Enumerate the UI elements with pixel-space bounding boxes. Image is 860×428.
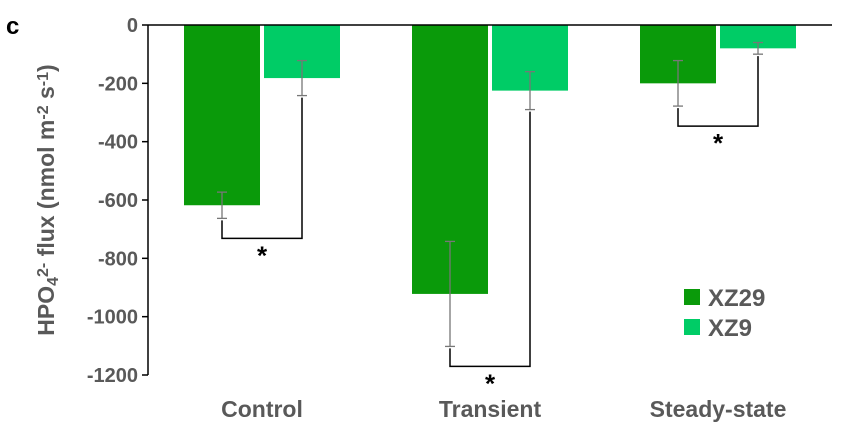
significance-bracket: [449, 111, 531, 368]
bar-xz29-control: [184, 25, 260, 206]
significance-bracket: [677, 56, 759, 127]
bars: [184, 25, 796, 294]
y-tick-label: -600: [98, 190, 138, 212]
y-tick-label: -800: [98, 248, 138, 270]
legend: XZ29 XZ9: [684, 285, 765, 342]
y-axis-title: HPO42- flux (nmol m-2 s-1): [33, 64, 62, 335]
y-axis-title-part: -2: [35, 105, 52, 119]
legend-label: XZ29: [708, 285, 765, 312]
x-category-label: Control: [221, 396, 303, 422]
legend-label: XZ9: [708, 315, 752, 342]
x-category-label: Steady-state: [650, 396, 787, 422]
y-tick-label: -1200: [87, 365, 138, 387]
y-axis-ticks: 0 -200 -400 -600 -800 -1000 -1200: [87, 15, 148, 387]
y-axis-title-part: 2-: [35, 263, 52, 277]
significance-bracket: [221, 97, 303, 240]
y-axis-label: HPO42- flux (nmol m-2 s-1): [33, 64, 62, 335]
legend-swatch-xz29: [684, 289, 700, 305]
y-tick-label: -200: [98, 73, 138, 95]
y-tick-label: -1000: [87, 307, 138, 329]
y-axis-title-part: -1: [35, 72, 52, 86]
y-axis-title-part: HPO: [33, 286, 59, 336]
y-axis-title-part: flux (nmol m: [33, 120, 59, 263]
significance-star: *: [485, 368, 496, 398]
legend-swatch-xz9: [684, 319, 700, 335]
significance-brackets: * * *: [221, 56, 759, 398]
error-bars: [217, 41, 763, 348]
significance-star: *: [257, 240, 268, 270]
y-tick-label: 0: [127, 15, 138, 37]
panel-letter: c: [6, 13, 19, 40]
axes: [147, 24, 832, 375]
y-axis-title-part: 4: [45, 277, 62, 286]
significance-star: *: [713, 128, 724, 158]
x-category-label: Transient: [439, 396, 542, 422]
y-axis-title-part: s: [33, 86, 59, 105]
bar-xz9-steady-state: [720, 25, 796, 49]
category-labels: Control Transient Steady-state: [221, 396, 786, 422]
y-tick-label: -400: [98, 132, 138, 154]
y-axis-title-part: ): [33, 64, 59, 72]
